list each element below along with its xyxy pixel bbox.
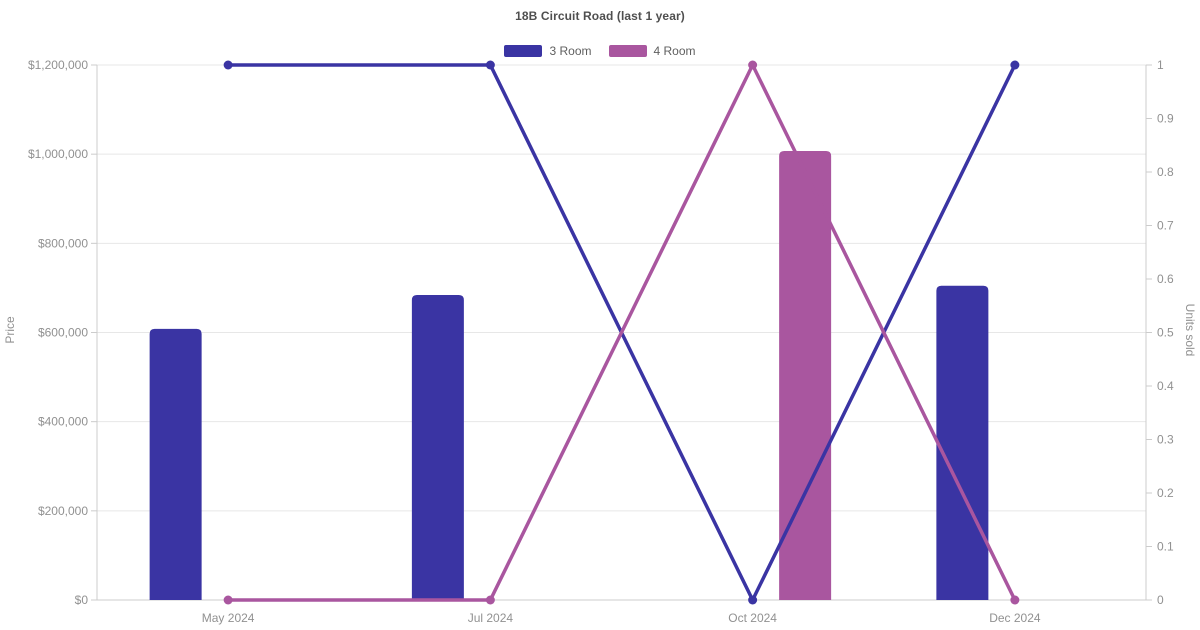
point-3-room-dec-2024[interactable] (1010, 60, 1020, 70)
y-axis-right-tick-label: 0.8 (1157, 165, 1174, 179)
legend-swatch-4-room (608, 45, 647, 57)
chart-title: 18B Circuit Road (last 1 year) (515, 9, 685, 23)
point-4-room-jul-2024[interactable] (485, 595, 495, 605)
point-3-room-oct-2024[interactable] (748, 595, 758, 605)
point-4-room-dec-2024[interactable] (1010, 595, 1020, 605)
point-3-room-jul-2024[interactable] (485, 60, 495, 70)
y-axis-left-tick-label: $1,000,000 (28, 147, 88, 161)
y-axis-right-tick-label: 0.1 (1157, 540, 1174, 554)
y-axis-right-tick-label: 0.2 (1157, 486, 1174, 500)
legend-label-3-room: 3 Room (549, 44, 592, 58)
y-axis-right-tick-label: 0.3 (1157, 433, 1174, 447)
point-4-room-oct-2024[interactable] (748, 60, 758, 70)
legend-item-4-room[interactable]: 4 Room (608, 44, 696, 58)
x-axis-tick-label: Oct 2024 (728, 611, 777, 625)
point-4-room-may-2024[interactable] (223, 595, 233, 605)
bar-3-room-jul-2024[interactable] (411, 295, 464, 600)
y-axis-left-tick-label: $800,000 (38, 236, 88, 250)
bar-3-room-may-2024[interactable] (149, 328, 202, 600)
x-axis-tick-label: Dec 2024 (989, 611, 1041, 625)
y-axis-right-tick-label: 0.7 (1157, 219, 1174, 233)
y-axis-right-tick-label: 0.4 (1157, 379, 1174, 393)
legend-swatch-3-room (504, 45, 543, 57)
y-axis-left-tick-label: $600,000 (38, 326, 88, 340)
x-axis-tick-label: Jul 2024 (468, 611, 514, 625)
y-axis-left-tick-label: $1,200,000 (28, 58, 88, 72)
y-axis-right-tick-label: 0.9 (1157, 112, 1174, 126)
y-axis-right-tick-label: 0.5 (1157, 326, 1174, 340)
y-axis-right-tick-label: 0 (1157, 593, 1164, 607)
bar-4-room-oct-2024[interactable] (779, 151, 832, 600)
legend-item-3-room[interactable]: 3 Room (504, 44, 592, 58)
legend-label-4-room: 4 Room (653, 44, 696, 58)
y-axis-right-tick-label: 1 (1157, 58, 1164, 72)
bar-3-room-dec-2024[interactable] (936, 285, 989, 600)
y-axis-left-tick-label: $200,000 (38, 504, 88, 518)
y-axis-left-tick-label: $400,000 (38, 415, 88, 429)
y-axis-left-tick-label: $0 (75, 593, 89, 607)
point-3-room-may-2024[interactable] (223, 60, 233, 70)
legend: 3 Room 4 Room (0, 44, 1200, 58)
y-axis-right-tick-label: 0.6 (1157, 272, 1174, 286)
line-4-room[interactable] (226, 63, 1017, 602)
x-axis-tick-label: May 2024 (202, 611, 255, 625)
